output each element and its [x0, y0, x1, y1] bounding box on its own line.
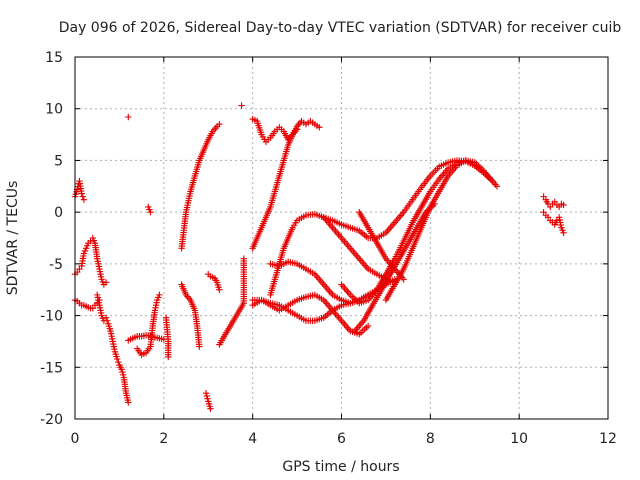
data-point: [203, 392, 210, 400]
chart-title: Day 096 of 2026, Sidereal Day-to-day VTE…: [59, 20, 622, 36]
series-seg-i: [178, 281, 203, 350]
series-seg-g: [125, 113, 172, 361]
data-point: [216, 286, 223, 293]
y-tick-label: 0: [54, 205, 63, 221]
data-point: [216, 121, 223, 128]
y-tick-label: -10: [40, 309, 63, 325]
data-point: [102, 279, 110, 286]
data-point: [489, 177, 496, 185]
data-point: [316, 124, 323, 131]
series-seg-l: [216, 102, 247, 348]
data-point: [118, 366, 125, 373]
x-tick-label: 8: [426, 431, 435, 447]
data-point: [560, 201, 567, 209]
data-point: [80, 196, 88, 203]
series-seg-p: [249, 291, 372, 338]
data-point: [293, 126, 301, 133]
series-seg-h: [178, 121, 223, 252]
data-point: [196, 343, 203, 350]
series-seg-e: [125, 332, 168, 344]
data-point: [78, 190, 85, 197]
data-point: [119, 368, 126, 376]
data-point: [147, 208, 154, 216]
y-tick-label: 10: [45, 102, 63, 118]
y-axis-label: SDTVAR / TECUs: [5, 181, 21, 296]
data-point: [364, 322, 372, 330]
data-point: [113, 355, 121, 363]
data-point: [202, 389, 210, 397]
series-seg-d: [94, 291, 132, 406]
y-tick-label: -5: [49, 257, 63, 273]
series-seg-f: [133, 291, 163, 359]
data-point: [216, 341, 223, 348]
data-points: [71, 102, 567, 412]
plot-frame: [74, 56, 609, 420]
data-point: [102, 314, 110, 321]
data-point: [125, 399, 132, 406]
series-seg-y: [540, 208, 567, 237]
series-seg-w: [356, 208, 407, 283]
series-seg-b: [71, 234, 110, 288]
data-point: [204, 395, 211, 402]
data-point: [156, 291, 163, 299]
data-point: [400, 276, 407, 283]
series-seg-a: [71, 177, 88, 203]
x-tick-label: 4: [248, 431, 257, 447]
data-point: [115, 358, 122, 366]
data-point: [207, 405, 214, 412]
x-tick-label: 0: [71, 431, 80, 447]
series-seg-j: [202, 389, 214, 412]
y-tick-label: 5: [54, 153, 63, 169]
data-point: [165, 353, 172, 361]
x-axis-label: GPS time / hours: [282, 459, 399, 475]
y-tick-label: 15: [45, 50, 63, 66]
axis-ticks: 0 2 4 6 8 10 12 -20 -15 -10 -5 0 5 10 15: [40, 50, 617, 447]
y-tick-label: -15: [40, 360, 63, 376]
x-tick-label: 2: [159, 431, 168, 447]
x-tick-label: 12: [599, 431, 617, 447]
data-point: [104, 317, 111, 324]
x-tick-label: 10: [510, 431, 528, 447]
series-seg-m: [249, 115, 323, 146]
x-tick-label: 6: [337, 431, 346, 447]
series-seg-r: [267, 211, 398, 299]
data-point: [493, 183, 501, 190]
data-point: [125, 113, 132, 121]
series-seg-k: [205, 271, 223, 293]
series-seg-x: [540, 193, 567, 211]
data-point: [560, 229, 567, 237]
y-tick-label: -20: [40, 412, 63, 428]
data-point: [119, 371, 127, 379]
series-seg-n: [249, 126, 301, 252]
data-point: [79, 193, 86, 200]
data-point: [238, 102, 245, 109]
